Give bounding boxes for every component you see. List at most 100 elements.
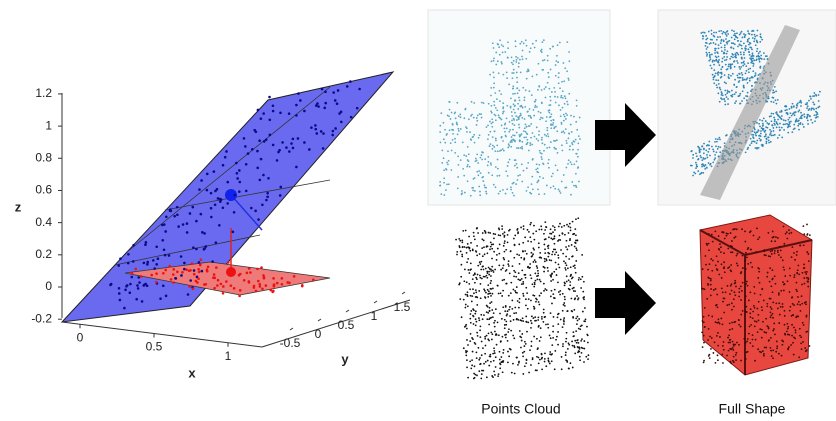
dot [774,134,776,136]
dot [540,336,542,338]
dot [805,273,807,275]
dot [451,112,453,114]
dot [479,191,481,193]
dot [513,312,515,314]
dot [725,82,727,84]
dot [797,265,799,267]
dot [542,321,544,323]
dot [754,325,756,327]
dot [525,123,527,125]
dot [752,37,754,39]
dot [747,30,749,32]
dot [731,283,733,285]
dot [527,68,529,70]
dot [773,236,775,238]
dot [530,364,532,366]
dot [803,277,805,279]
dot [807,253,809,255]
dot [465,126,467,128]
dot [732,73,734,75]
dot [759,41,761,43]
dot [572,149,574,151]
dot [488,324,490,326]
dot [714,52,716,54]
dot [486,126,488,128]
dot [564,298,566,300]
dot [512,335,514,337]
dot [574,246,576,248]
dot [495,308,497,310]
dot [214,190,217,193]
dot [756,41,758,43]
dot [476,159,478,161]
dot [706,157,708,159]
dot [704,32,706,34]
dot [499,351,501,353]
dot [773,328,775,330]
dot [546,147,548,149]
dot [749,312,751,314]
dot [497,168,499,170]
dot [488,365,490,367]
dot [473,323,475,325]
dot [454,138,456,140]
dot [276,282,279,285]
dot [552,119,554,121]
dot [488,290,490,292]
dot [773,97,775,99]
dot [552,331,554,333]
dot [487,124,489,126]
dot [725,38,727,40]
dot [255,130,258,133]
dot [549,147,551,149]
dot [710,348,712,350]
dot [549,259,551,261]
dot [771,250,773,252]
dot [563,260,565,262]
dot [295,114,298,117]
dot [807,105,809,107]
dot [262,174,265,177]
y-tick [346,310,349,312]
dot [757,314,759,316]
dot [765,133,767,135]
dot [565,113,567,115]
dot [522,352,524,354]
dot [788,346,790,348]
dot [581,276,583,278]
dot [760,130,762,132]
dot [445,189,447,191]
dot [554,229,556,231]
dot [484,353,486,355]
dot [492,376,494,378]
dot [732,56,734,58]
dot [801,295,803,297]
dot [554,96,556,98]
dot [521,41,523,43]
dot [537,89,539,91]
dot [761,144,763,146]
dot [267,177,270,180]
dot [704,168,706,170]
dot [545,324,547,326]
dot [718,62,720,64]
dot [493,233,495,235]
dot [745,311,747,313]
dot [715,321,717,323]
dot [529,144,531,146]
dot [552,225,554,227]
dot [258,283,261,286]
dot [573,309,575,311]
dot [502,371,504,373]
dot [783,266,785,268]
dot [176,213,179,216]
dot [481,151,483,153]
dot [568,60,570,62]
dot [537,319,539,321]
dot [488,332,490,334]
dot [727,76,729,78]
dot [709,57,711,59]
dot [238,190,241,193]
dot [543,312,545,314]
dot [226,202,229,205]
